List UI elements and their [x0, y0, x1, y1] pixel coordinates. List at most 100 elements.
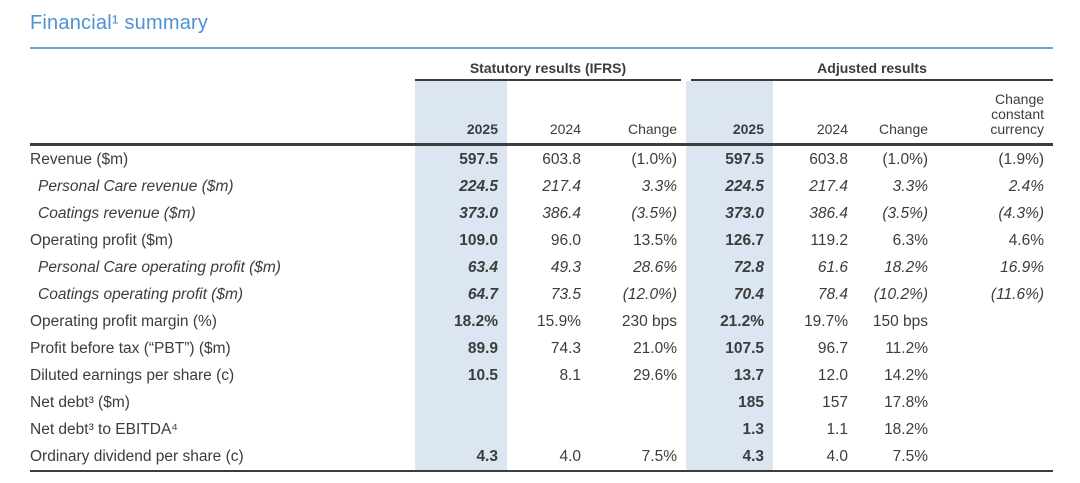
value-cell: (3.5%): [882, 204, 929, 222]
value-cell: 7.5%: [857, 443, 938, 472]
value-cell: [507, 416, 590, 443]
value-cell: 603.8: [809, 150, 849, 168]
value-cell: [937, 416, 1053, 443]
value-cell: (1.0%): [882, 150, 929, 168]
value-cell: [415, 389, 507, 416]
table-row: Personal Care revenue ($m) 224.5 217.4 3.3%…: [30, 173, 1053, 200]
value-cell: 78.4: [817, 285, 849, 303]
value-cell: 7.5%: [590, 443, 687, 472]
value-cell: 150 bps: [872, 312, 929, 330]
value-cell: 107.5: [725, 339, 765, 357]
col-header-adjusted-2025: 2025: [686, 81, 774, 146]
value-cell: 3.3%: [641, 177, 678, 195]
value-cell: 109.0: [459, 231, 498, 249]
value-cell: 3.3%: [892, 177, 929, 195]
value-cell: 96.0: [550, 231, 581, 249]
value-cell: 597.5: [725, 150, 765, 168]
value-cell: 14.2%: [884, 366, 929, 384]
value-cell: 18.2%: [884, 258, 929, 276]
value-cell: 96.7: [817, 339, 849, 357]
value-cell: 185: [738, 393, 765, 411]
table-row: Revenue ($m) 597.5 603.8 (1.0%) 597.5 603.8 (1…: [30, 145, 1053, 174]
row-label: Operating profit ($m): [30, 231, 173, 249]
page-title: Financial¹ summary: [30, 12, 209, 34]
value-cell: 386.4: [809, 204, 849, 222]
col-header-adjusted-change: Change: [857, 81, 938, 146]
value-cell: 373.0: [459, 204, 498, 222]
value-cell: 224.5: [459, 177, 498, 195]
value-cell: 126.7: [725, 231, 765, 249]
value-cell: 386.4: [542, 204, 581, 222]
value-cell: 6.3%: [892, 231, 929, 249]
value-cell: 17.8%: [884, 393, 929, 411]
group-header-row: Statutory results (IFRS) Adjusted result…: [30, 49, 1054, 81]
table-row: Net debt³ ($m) 185 157 17.8%: [30, 389, 1053, 416]
value-cell: 13.5%: [633, 231, 678, 249]
value-cell: 49.3: [550, 258, 581, 276]
value-cell: 597.5: [459, 150, 498, 168]
row-label: Personal Care revenue ($m): [38, 177, 234, 195]
table-row: Ordinary dividend per share (c) 4.3 4.0 7.5…: [30, 443, 1054, 472]
group-header-spacer: [30, 49, 415, 81]
value-cell: (1.0%): [631, 150, 678, 168]
value-cell: 603.8: [542, 150, 581, 168]
value-cell: (11.6%): [990, 285, 1045, 303]
value-cell: 12.0: [817, 366, 849, 384]
table-row: Profit before tax (“PBT”) ($m) 89.9 74.3 21…: [30, 335, 1053, 362]
value-cell: 64.7: [467, 285, 498, 303]
value-cell: 2.4%: [1008, 177, 1045, 195]
table-row: Personal Care operating profit ($m) 63.4 4…: [30, 254, 1053, 281]
value-cell: 18.2%: [884, 420, 929, 438]
value-cell: [937, 443, 1054, 472]
value-cell: (1.9%): [998, 150, 1045, 168]
value-cell: 19.7%: [804, 312, 849, 330]
value-cell: 21.0%: [633, 339, 678, 357]
value-cell: 217.4: [542, 177, 581, 195]
column-header-row: 2025 2024 Change 2025 2024 Change Change…: [30, 81, 1054, 146]
value-cell: [590, 416, 686, 443]
table-row: Coatings revenue ($m) 373.0 386.4 (3.5%) 373…: [30, 200, 1053, 227]
financial-summary-table: Statutory results (IFRS) Adjusted result…: [30, 49, 1054, 472]
group-statutory-label: Statutory results (IFRS): [415, 60, 682, 81]
value-cell: [937, 389, 1053, 416]
value-cell: 224.5: [725, 177, 765, 195]
col-header-change-constant-currency: Change constant currency: [937, 81, 1054, 146]
value-cell: 63.4: [467, 258, 498, 276]
value-cell: 10.5: [467, 366, 498, 384]
value-cell: 4.6%: [1008, 231, 1045, 249]
table-body: Revenue ($m) 597.5 603.8 (1.0%) 597.5 603.8 (1…: [30, 145, 1054, 472]
row-label: Profit before tax (“PBT”) ($m): [30, 339, 231, 357]
value-cell: 4.0: [773, 443, 858, 472]
col-header-statutory-change: Change: [590, 81, 687, 146]
value-cell: 72.8: [733, 258, 765, 276]
value-cell: [937, 362, 1053, 389]
value-cell: 73.5: [550, 285, 581, 303]
table-row: Operating profit margin (%) 18.2% 15.9% 230…: [30, 308, 1053, 335]
value-cell: 89.9: [467, 339, 498, 357]
value-cell: 4.3: [686, 443, 774, 472]
row-label: Ordinary dividend per share (c): [30, 443, 415, 472]
row-label: Coatings operating profit ($m): [38, 285, 244, 303]
value-cell: 11.2%: [885, 339, 929, 357]
group-adjusted-label: Adjusted results: [691, 60, 1054, 81]
value-cell: 28.6%: [633, 258, 678, 276]
row-label: Revenue ($m): [30, 150, 129, 168]
value-cell: [590, 389, 686, 416]
row-label: Diluted earnings per share (c): [30, 366, 235, 384]
value-cell: 15.9%: [537, 312, 581, 330]
value-cell: 217.4: [809, 177, 849, 195]
title-divider-rule: [30, 47, 1053, 49]
value-cell: 29.6%: [633, 366, 678, 384]
value-cell: 13.7: [733, 366, 765, 384]
row-label: Net debt³ ($m): [30, 393, 130, 411]
value-cell: (12.0%): [622, 285, 678, 303]
value-cell: [415, 416, 507, 443]
value-cell: 18.2%: [454, 312, 498, 330]
value-cell: 4.0: [507, 443, 590, 472]
table-row: Diluted earnings per share (c) 10.5 8.1 29.…: [30, 362, 1053, 389]
value-cell: 70.4: [733, 285, 765, 303]
row-label: Coatings revenue ($m): [38, 204, 196, 222]
row-label: Net debt³ to EBITDA⁴: [30, 420, 178, 438]
value-cell: [507, 389, 590, 416]
table-row: Operating profit ($m) 109.0 96.0 13.5% 126.7…: [30, 227, 1053, 254]
